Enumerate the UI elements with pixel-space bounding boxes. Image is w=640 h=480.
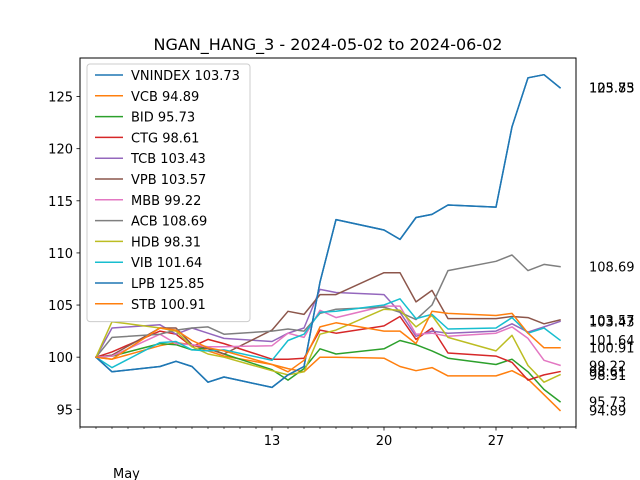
y-tick-label: 125: [48, 91, 73, 106]
legend-entry-ctg: CTG 98.61: [131, 131, 199, 146]
x-tick-label: 27: [488, 434, 505, 449]
chart-title: NGAN_HANG_3 - 2024-05-02 to 2024-06-02: [154, 35, 503, 55]
y-tick-label: 110: [48, 247, 73, 262]
legend-entry-stb: STB 100.91: [131, 298, 206, 313]
end-label-acb: 108.69: [589, 261, 635, 276]
legend-entry-mbb: MBB 99.22: [131, 194, 201, 209]
series-line-hdb: [95, 308, 561, 383]
legend-entry-vib: VIB 101.64: [131, 256, 202, 271]
end-label-vcb: 94.89: [589, 404, 626, 419]
series-line-ctg: [95, 315, 561, 381]
legend-box: [86, 63, 251, 323]
legend-entry-vnindex: VNINDEX 103.73: [131, 69, 240, 84]
y-tick-label: 95: [56, 403, 73, 418]
plot-frame: [79, 57, 577, 428]
end-label-vnindex: 103.73: [589, 82, 635, 97]
end-label-ctg: 98.61: [589, 366, 626, 381]
end-label-vib: 101.64: [589, 334, 635, 349]
y-tick-label: 115: [48, 195, 73, 210]
series-line-tcb: [94, 288, 561, 359]
series-line-vcb: [95, 341, 562, 412]
end-label-tcb: 103.43: [589, 315, 635, 330]
series-line-lpb: [94, 73, 562, 389]
legend-entry-tcb: TCB 103.43: [130, 152, 206, 167]
legend-entry-acb: ACB 108.69: [131, 215, 207, 230]
series-line-vib: [94, 298, 562, 369]
legend-entry-bid: BID 95.73: [131, 111, 195, 126]
y-tick-label: 105: [48, 299, 73, 314]
y-axis: 95 100 105 110 115 120 125: [48, 91, 80, 418]
legend-entry-hdb: HDB 98.31: [131, 235, 201, 250]
end-label-hdb: 98.31: [589, 369, 626, 384]
plot-lines: [94, 73, 562, 412]
y-tick-label: 100: [48, 351, 73, 366]
legend-entry-vpb: VPB 103.57: [131, 173, 206, 188]
x-month-label: May: [113, 467, 140, 480]
series-line-bid: [95, 339, 562, 403]
x-axis: 13 20 27: [79, 427, 577, 449]
series-line-mbb: [95, 305, 561, 367]
legend-entry-vcb: VCB 94.89: [131, 90, 199, 105]
end-label-vpb: 103.57: [589, 314, 635, 329]
series-line-stb: [95, 310, 561, 373]
x-tick-label: 20: [376, 434, 393, 449]
legend: VNINDEX 103.73 VCB 94.89 BID 95.73 CTG 98.6…: [86, 63, 251, 323]
series-line-vpb: [95, 271, 561, 359]
y-tick-label: 120: [48, 143, 73, 158]
end-label-bid: 95.73: [589, 396, 626, 411]
end-label-mbb: 99.22: [589, 359, 626, 374]
legend-entry-lpb: LPB 125.85: [131, 277, 205, 292]
end-label-stb: 100.91: [589, 342, 635, 357]
end-label-lpb: 125.85: [589, 82, 635, 97]
x-tick-label: 13: [264, 434, 281, 449]
